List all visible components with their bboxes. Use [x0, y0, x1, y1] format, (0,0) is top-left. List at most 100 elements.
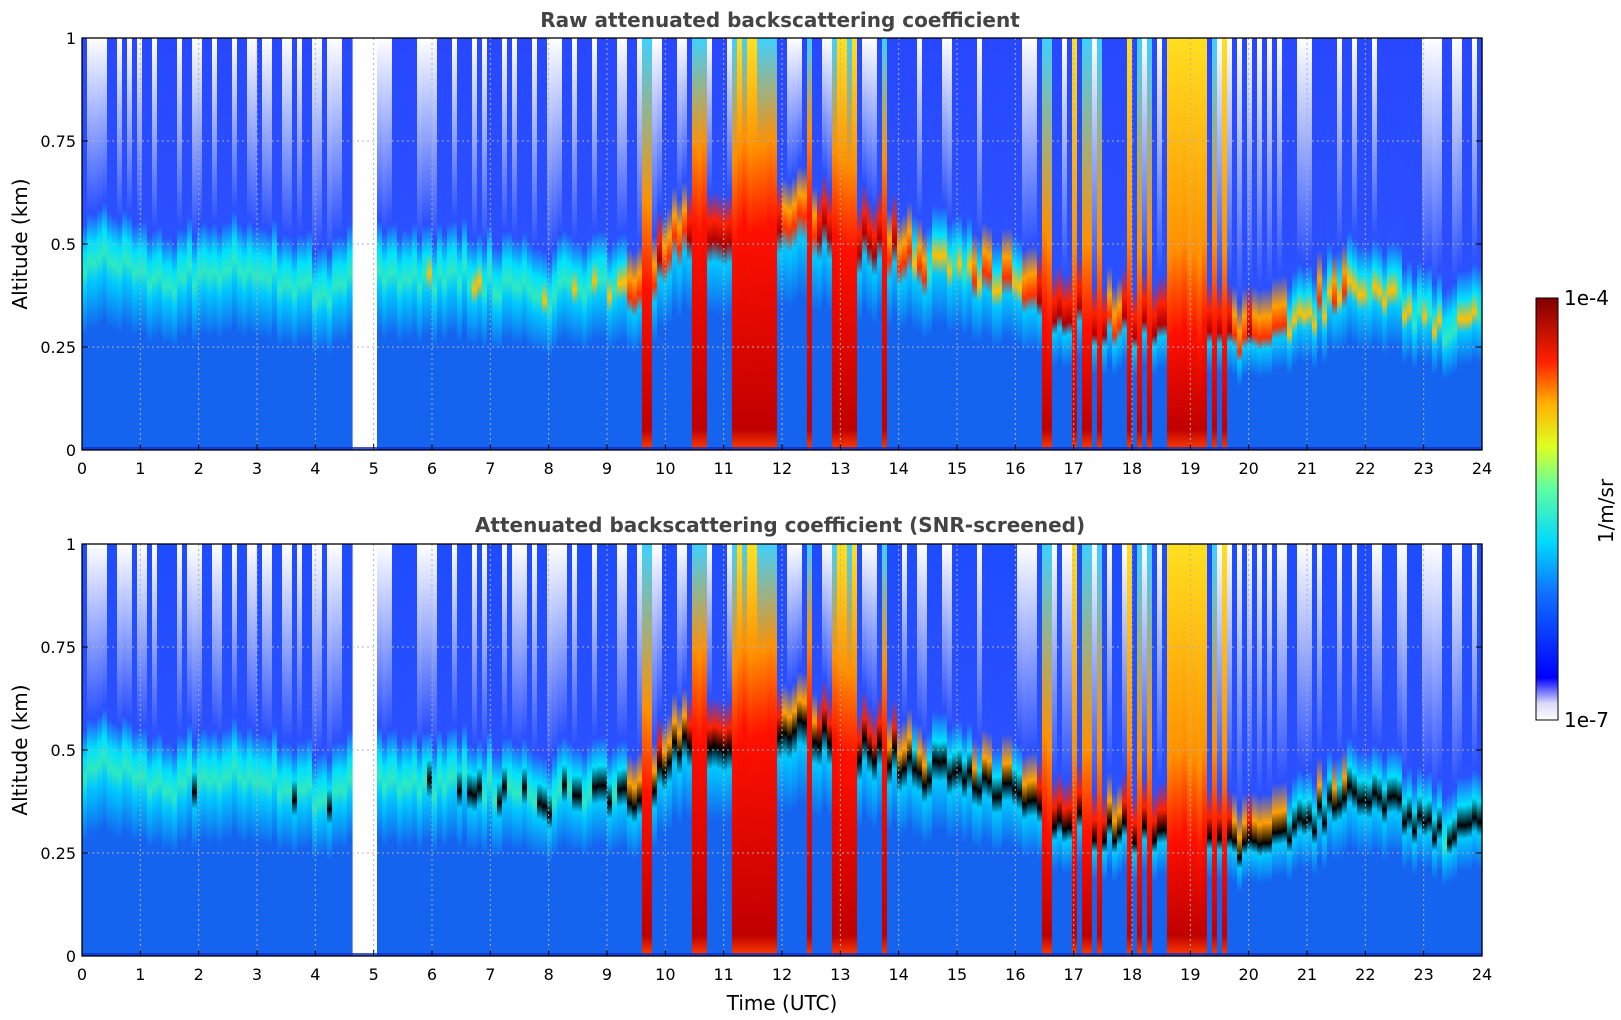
heatmap-column	[632, 544, 638, 956]
heatmap-column	[222, 38, 228, 450]
heatmap-column	[92, 544, 98, 956]
heatmap-column	[677, 544, 683, 956]
heatmap-column	[137, 38, 143, 450]
heatmap-column	[1227, 544, 1233, 956]
heatmap-column	[857, 544, 863, 956]
heatmap-column	[247, 544, 253, 956]
heatmap-column	[167, 544, 173, 956]
heatmap-column	[652, 38, 658, 450]
heatmap-column	[1427, 38, 1433, 450]
heatmap-column	[107, 544, 113, 956]
heatmap-column	[777, 544, 783, 956]
heatmap-column	[1277, 544, 1283, 956]
heatmap-column	[272, 544, 278, 956]
heatmap-column	[1242, 38, 1248, 450]
heatmap-column	[1187, 38, 1193, 450]
heatmap-column	[327, 544, 333, 956]
heatmap-column	[1272, 38, 1278, 450]
panel1-x-axis: 0 1 2 3 4 5 6 7 8 9 10 11 12 13 14 15 16 17 18 19 20 21 22 23 24	[77, 444, 1492, 478]
heatmap-column	[937, 38, 943, 450]
heatmap-column	[1317, 544, 1323, 956]
heatmap-column	[392, 544, 398, 956]
heatmap-column	[972, 544, 978, 956]
heatmap-column	[467, 38, 473, 450]
heatmap-column	[642, 38, 648, 450]
heatmap-column	[692, 544, 698, 956]
heatmap-column	[902, 38, 908, 450]
heatmap-column	[687, 38, 693, 450]
heatmap-column	[727, 38, 733, 450]
heatmap-column	[1077, 544, 1083, 956]
panel2-grid	[82, 544, 1482, 956]
heatmap-column	[752, 38, 758, 450]
heatmap-column	[1457, 544, 1463, 956]
heatmap-column	[807, 544, 813, 956]
heatmap-column	[942, 38, 948, 450]
heatmap-column	[782, 38, 788, 450]
heatmap-column	[897, 544, 903, 956]
x-tick-label: 11	[713, 459, 733, 478]
heatmap-column	[867, 544, 873, 956]
heatmap-column	[127, 544, 133, 956]
heatmap-column	[612, 38, 618, 450]
heatmap-column	[197, 544, 203, 956]
x-tick-label: 5	[369, 459, 379, 478]
panel2-x-axis: 0 1 2 3 4 5 6 7 8 9 10 11 12 13 14 15 16 17 18 19 20 21 22 23 24	[77, 950, 1492, 984]
heatmap-column	[1032, 38, 1038, 450]
heatmap-column	[932, 544, 938, 956]
heatmap-column	[772, 38, 778, 450]
heatmap-column	[222, 544, 228, 956]
heatmap-column	[567, 544, 573, 956]
heatmap-column	[987, 544, 993, 956]
heatmap-column	[777, 38, 783, 450]
heatmap-column	[922, 544, 928, 956]
heatmap-column	[502, 544, 508, 956]
heatmap-column	[1057, 38, 1063, 450]
heatmap-column	[397, 38, 403, 450]
heatmap-column	[1312, 544, 1318, 956]
heatmap-column	[847, 544, 853, 956]
heatmap-column	[217, 544, 223, 956]
x-tick-label: 10	[655, 965, 675, 984]
heatmap-column	[302, 38, 308, 450]
heatmap-column	[1172, 544, 1178, 956]
heatmap-column	[842, 544, 848, 956]
heatmap-column	[642, 544, 648, 956]
heatmap-column	[137, 544, 143, 956]
heatmap-column	[507, 38, 513, 450]
heatmap-column	[1082, 544, 1088, 956]
heatmap-column	[262, 544, 268, 956]
colorbar-gradient	[1535, 297, 1559, 721]
x-tick-label: 14	[888, 965, 908, 984]
heatmap-column	[497, 38, 503, 450]
heatmap-column	[1017, 38, 1023, 450]
heatmap-column	[1007, 38, 1013, 450]
heatmap-column	[1147, 38, 1153, 450]
x-tick-label: 4	[310, 459, 320, 478]
heatmap-column	[1062, 38, 1068, 450]
heatmap-column	[437, 544, 443, 956]
heatmap-column	[1422, 544, 1428, 956]
heatmap-column	[1092, 38, 1098, 450]
heatmap-column	[612, 544, 618, 956]
heatmap-column	[257, 544, 263, 956]
y-tick-label: 1	[66, 29, 76, 48]
heatmap-column	[327, 38, 333, 450]
heatmap-column	[1027, 544, 1033, 956]
x-tick-label: 5	[369, 965, 379, 984]
heatmap-column	[337, 544, 343, 956]
y-tick-label: 0.75	[40, 132, 76, 151]
heatmap-column	[557, 38, 563, 450]
heatmap-column	[492, 38, 498, 450]
heatmap-column	[1152, 544, 1158, 956]
heatmap-column	[197, 38, 203, 450]
heatmap-column	[557, 544, 563, 956]
heatmap-column	[147, 544, 153, 956]
heatmap-column	[462, 544, 468, 956]
heatmap-column	[162, 38, 168, 450]
heatmap-column	[1282, 38, 1288, 450]
heatmap-column	[297, 38, 303, 450]
heatmap-column	[417, 544, 423, 956]
heatmap-column	[822, 544, 828, 956]
